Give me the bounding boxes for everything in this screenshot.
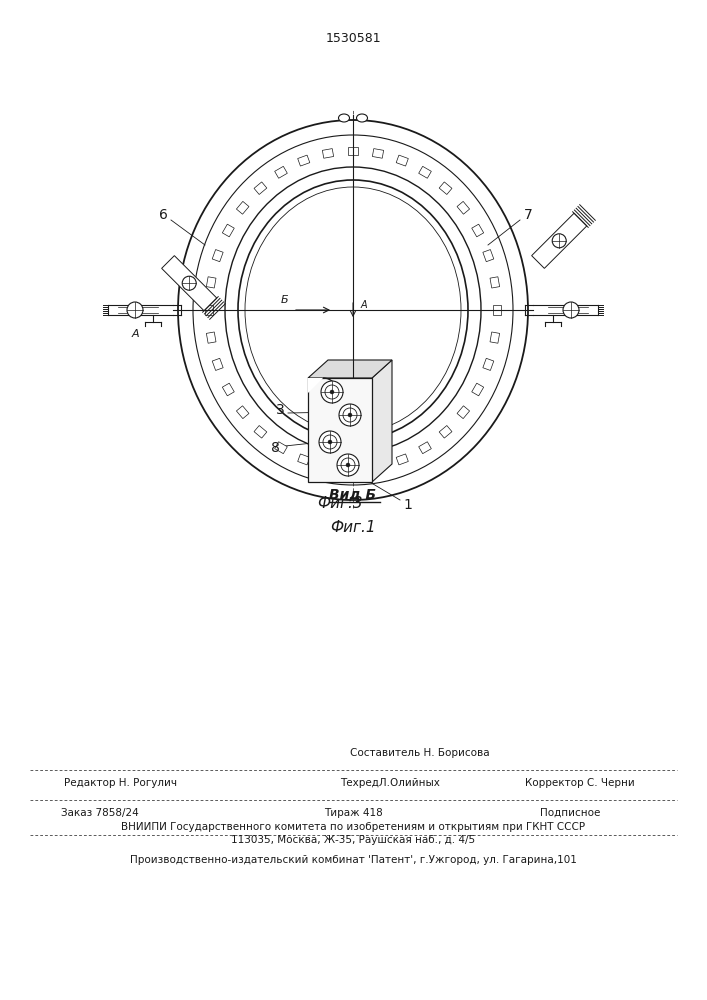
Bar — [396, 454, 409, 465]
Polygon shape — [308, 378, 323, 393]
Text: Заказ 7858/24: Заказ 7858/24 — [61, 808, 139, 818]
Bar — [373, 149, 384, 158]
Text: Вид Б: Вид Б — [329, 488, 377, 502]
Bar — [490, 277, 500, 288]
Bar — [348, 465, 358, 473]
Text: 7: 7 — [524, 208, 532, 222]
Text: 3: 3 — [276, 403, 284, 417]
Bar — [419, 166, 431, 178]
Circle shape — [339, 404, 361, 426]
Text: Б: Б — [281, 295, 288, 305]
Bar — [472, 383, 484, 396]
Bar — [222, 383, 234, 396]
Bar — [439, 182, 452, 194]
Bar — [275, 442, 287, 454]
Bar — [472, 224, 484, 237]
Bar — [275, 166, 287, 178]
Bar — [483, 358, 493, 370]
Text: Производственно-издательский комбинат 'Патент', г.Ужгород, ул. Гагарина,101: Производственно-издательский комбинат 'П… — [129, 855, 576, 865]
Bar — [205, 305, 213, 315]
Bar — [222, 224, 234, 237]
Bar — [236, 406, 249, 419]
Bar — [298, 155, 310, 166]
Ellipse shape — [339, 114, 349, 122]
Text: 8: 8 — [271, 441, 279, 455]
Ellipse shape — [356, 114, 368, 122]
Polygon shape — [308, 378, 372, 482]
Circle shape — [328, 440, 332, 444]
Bar — [493, 305, 501, 315]
Text: Составитель Н. Борисова: Составитель Н. Борисова — [350, 748, 490, 758]
Text: Тираж 418: Тираж 418 — [324, 808, 382, 818]
Circle shape — [346, 463, 350, 467]
Circle shape — [321, 381, 343, 403]
Circle shape — [348, 413, 352, 417]
Bar — [236, 201, 249, 214]
Bar — [490, 332, 500, 343]
Bar — [419, 442, 431, 454]
Circle shape — [563, 302, 579, 318]
Text: 113035, Москва, Ж-35, Раушская наб., д. 4/5: 113035, Москва, Ж-35, Раушская наб., д. … — [231, 835, 475, 845]
Text: 1530581: 1530581 — [325, 31, 381, 44]
Circle shape — [337, 454, 359, 476]
Text: Подписное: Подписное — [540, 808, 600, 818]
Text: ТехредЛ.Олийных: ТехредЛ.Олийных — [340, 778, 440, 788]
Bar — [439, 426, 452, 438]
Bar — [212, 358, 223, 370]
Bar — [457, 201, 469, 214]
Text: А: А — [361, 300, 368, 310]
Text: А: А — [132, 329, 139, 339]
Bar — [206, 277, 216, 288]
Bar — [322, 149, 334, 158]
Bar — [348, 147, 358, 155]
Text: Редактор Н. Рогулич: Редактор Н. Рогулич — [64, 778, 177, 788]
Polygon shape — [308, 360, 392, 378]
Bar — [396, 155, 409, 166]
Text: Корректор С. Черни: Корректор С. Черни — [525, 778, 635, 788]
Polygon shape — [372, 360, 392, 482]
Circle shape — [127, 302, 143, 318]
Circle shape — [319, 431, 341, 453]
Bar — [457, 406, 469, 419]
Bar — [322, 462, 334, 471]
Polygon shape — [162, 256, 217, 311]
Polygon shape — [532, 213, 587, 268]
Bar — [254, 182, 267, 194]
Text: 1: 1 — [404, 498, 412, 512]
Circle shape — [182, 276, 197, 290]
Bar — [212, 250, 223, 262]
Circle shape — [552, 234, 566, 248]
Circle shape — [330, 390, 334, 394]
Bar — [373, 462, 384, 471]
Bar — [254, 426, 267, 438]
Bar — [483, 250, 493, 262]
Text: Фиг.1: Фиг.1 — [330, 520, 376, 536]
Bar — [206, 332, 216, 343]
Text: ВНИИПИ Государственного комитета по изобретениям и открытиям при ГКНТ СССР: ВНИИПИ Государственного комитета по изоб… — [121, 822, 585, 832]
Bar — [298, 454, 310, 465]
Text: 6: 6 — [158, 208, 168, 222]
Text: Фиг.3: Фиг.3 — [317, 496, 363, 512]
